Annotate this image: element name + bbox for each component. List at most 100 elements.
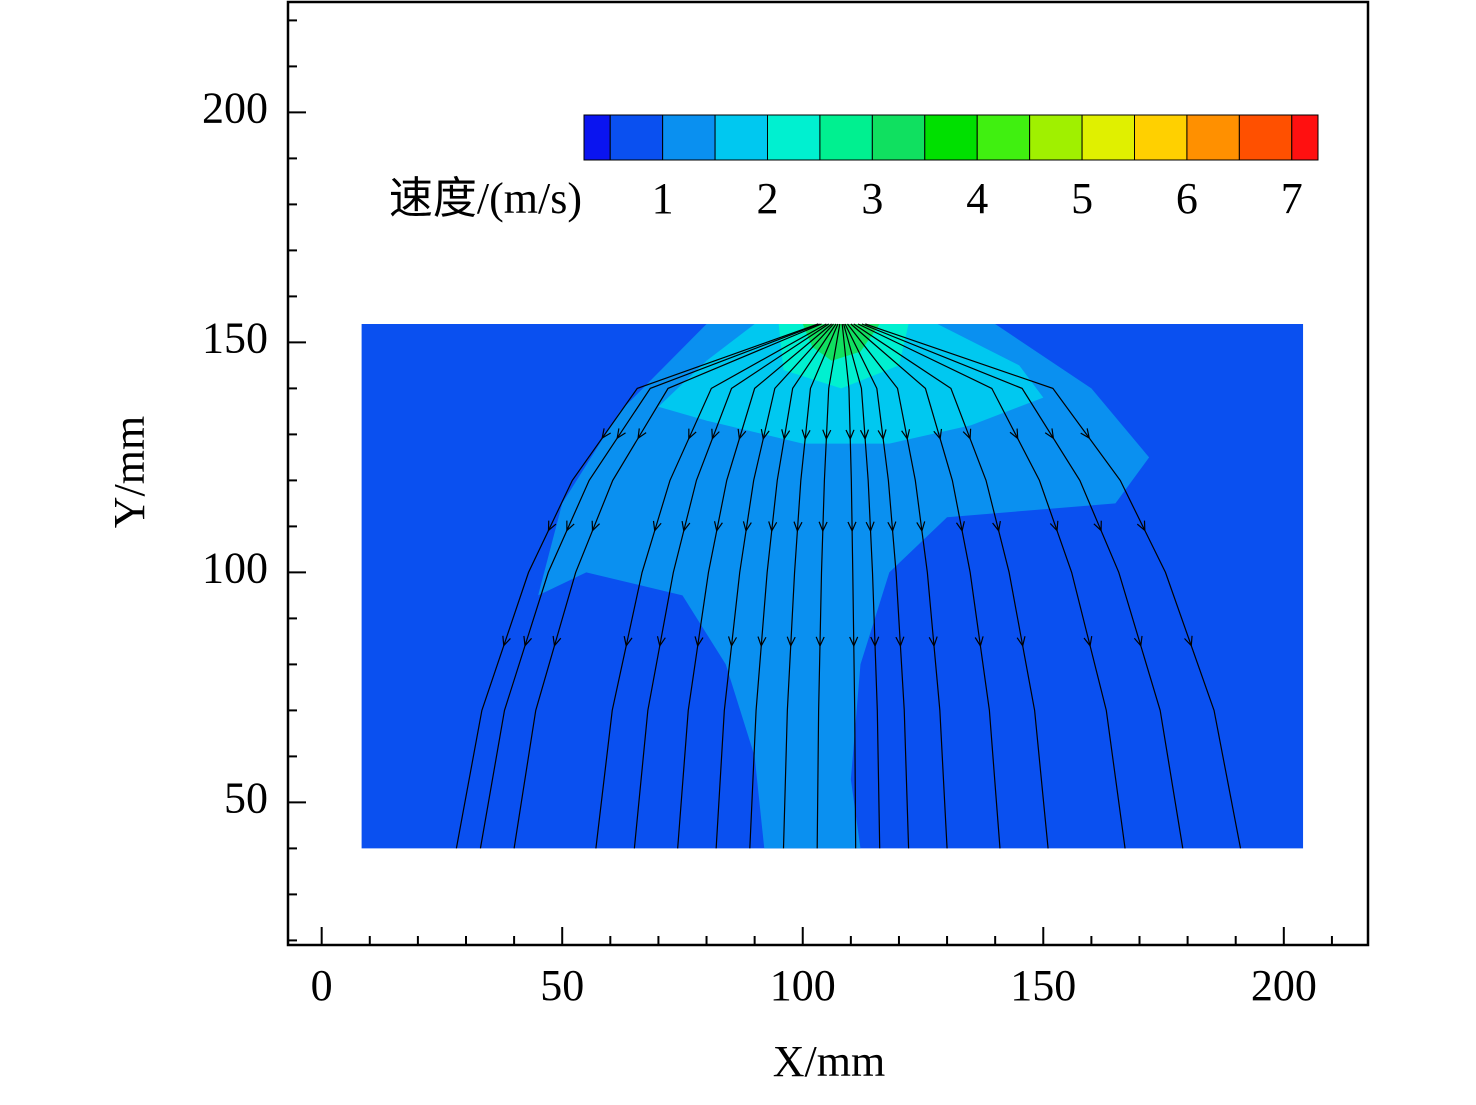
colorbar-cell <box>767 114 821 161</box>
arrowhead <box>818 521 828 533</box>
streamline <box>843 323 881 849</box>
arrowhead <box>916 521 926 533</box>
arrowhead <box>694 636 704 648</box>
arrowhead <box>502 635 511 648</box>
arrowhead <box>877 429 887 441</box>
colorbar-cell <box>976 114 1031 161</box>
arrowhead <box>847 521 857 533</box>
arrowhead <box>933 428 943 441</box>
streamline <box>865 323 1242 849</box>
streamline <box>749 323 837 849</box>
contour-region <box>802 324 880 361</box>
streamline <box>677 323 832 849</box>
arrowhead <box>992 520 1001 533</box>
colorbar-cell <box>924 114 978 161</box>
arrowhead <box>552 635 562 648</box>
colorbar-tick-label: 3 <box>861 174 883 223</box>
colorbar-cell <box>1291 114 1319 161</box>
arrowhead <box>1049 520 1059 533</box>
colorbar-tick-label: 7 <box>1281 174 1303 223</box>
arrowhead <box>815 636 825 648</box>
colorbar-cell <box>871 114 926 161</box>
arrowhead <box>887 521 897 533</box>
colorbar-tick-label: 5 <box>1071 174 1093 223</box>
arrowhead <box>742 521 752 533</box>
arrowhead <box>737 428 747 441</box>
arrowhead <box>1080 428 1091 440</box>
arrowhead <box>637 428 647 440</box>
arrowhead <box>566 520 575 532</box>
x-tick-label: 50 <box>540 961 584 1010</box>
y-tick-label: 200 <box>202 83 268 132</box>
streamline <box>853 323 1049 849</box>
y-axis-label: Y/mm <box>105 416 154 528</box>
arrowhead <box>822 429 832 441</box>
arrowhead <box>962 428 972 440</box>
arrowhead <box>1093 520 1102 532</box>
streamline <box>633 323 830 849</box>
colorbar-cell <box>609 114 664 161</box>
colorbar-tick-label: 4 <box>966 174 988 223</box>
x-tick-label: 150 <box>1010 961 1076 1010</box>
arrowhead <box>652 520 662 533</box>
arrowhead <box>928 636 938 648</box>
colorbar-cell <box>583 114 611 161</box>
y-tick-label: 50 <box>224 773 268 822</box>
arrowhead <box>591 520 601 532</box>
streamline <box>847 323 948 849</box>
contour-region <box>538 324 1150 849</box>
colorbar-cell <box>1238 114 1293 161</box>
colorbar-tick-label: 2 <box>757 174 779 223</box>
arrowhead <box>801 429 811 441</box>
arrowhead <box>1044 428 1055 440</box>
streamline <box>782 323 839 849</box>
colorbar-cell <box>1134 114 1188 161</box>
arrowhead <box>713 521 723 533</box>
arrowhead <box>768 521 778 533</box>
arrowhead <box>547 520 557 532</box>
plot-frame <box>286 0 1370 947</box>
arrowhead <box>760 429 770 441</box>
arrowhead <box>727 636 738 648</box>
arrowhead <box>1083 635 1093 648</box>
arrowhead <box>616 428 626 440</box>
streamline <box>844 323 910 849</box>
colorbar-cell <box>1186 114 1240 161</box>
arrowhead <box>793 521 803 533</box>
x-tick-label: 200 <box>1251 961 1317 1010</box>
colorbar-cell <box>714 114 768 161</box>
streamline <box>841 323 857 849</box>
colorbar-cell <box>1029 114 1083 161</box>
streamline <box>595 323 827 849</box>
x-tick-label: 0 <box>311 961 333 1010</box>
arrowhead <box>1184 635 1193 648</box>
arrowhead <box>870 636 880 648</box>
y-tick-label: 150 <box>202 313 268 362</box>
arrowhead <box>955 521 965 533</box>
arrowhead <box>623 636 633 648</box>
arrowhead <box>523 635 532 648</box>
x-tick-label: 100 <box>770 961 836 1010</box>
arrowhead <box>656 636 666 648</box>
field <box>361 324 1304 849</box>
arrowhead <box>1016 636 1026 648</box>
arrowhead <box>849 636 859 648</box>
streamline <box>715 323 834 849</box>
arrowhead <box>681 520 691 533</box>
arrowhead <box>974 636 984 648</box>
colorbar-cell <box>819 114 873 161</box>
streamline <box>857 323 1126 849</box>
colorbar-cell <box>662 114 716 161</box>
arrowhead <box>895 636 905 648</box>
streamline <box>850 323 1001 849</box>
streamlines <box>455 323 1242 849</box>
arrowhead <box>711 428 720 440</box>
y-tick-label: 100 <box>202 543 268 592</box>
arrowhead <box>781 429 791 441</box>
arrowhead <box>1009 428 1019 440</box>
arrowhead <box>601 428 611 440</box>
arrowhead <box>688 428 697 440</box>
arrowhead <box>1133 635 1143 648</box>
colorbar-label: 速度/(m/s) <box>389 174 582 223</box>
arrowhead <box>845 429 855 441</box>
